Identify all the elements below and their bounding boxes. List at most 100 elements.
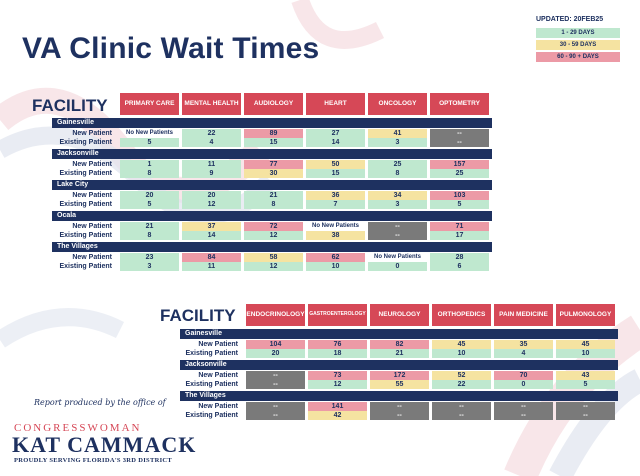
legend-item: 30 - 59 DAYS (536, 40, 620, 50)
wait-time-cell: -- (246, 371, 305, 380)
wait-time-cell: 141 (308, 402, 367, 411)
wait-time-cell: 14 (182, 231, 241, 240)
wait-time-cell: 5 (556, 380, 615, 389)
wait-time-cell: 11 (182, 262, 241, 271)
wait-time-cell: -- (494, 402, 553, 411)
facility-name-bar: Gainesville (180, 329, 618, 339)
wait-time-cell: 52 (432, 371, 491, 380)
column-header: GASTROENTEROLOGY (308, 304, 367, 326)
wait-time-cell: 77 (244, 160, 303, 169)
wait-time-cell: 20 (246, 349, 305, 358)
wait-time-cell: 82 (370, 340, 429, 349)
new-patient-label: New Patient (72, 192, 112, 199)
wait-time-cell: 70 (494, 371, 553, 380)
new-patient-label: New Patient (72, 254, 112, 261)
wait-time-cell: 8 (368, 169, 427, 178)
wait-time-cell: 9 (182, 169, 241, 178)
column-header: ORTHOPEDICS (432, 304, 491, 326)
wait-time-cell: 72 (244, 222, 303, 231)
wait-time-cell: 42 (308, 411, 367, 420)
wait-time-cell: 10 (432, 349, 491, 358)
wait-time-cell: 15 (244, 138, 303, 147)
wait-time-cell: -- (368, 231, 427, 240)
wait-time-cell: 55 (370, 380, 429, 389)
wait-time-cell: 157 (430, 160, 489, 169)
existing-patient-label: Existing Patient (185, 350, 238, 357)
existing-patient-label: Existing Patient (59, 139, 112, 146)
wait-time-cell: 3 (368, 138, 427, 147)
report-credit: Report produced by the office of (34, 398, 166, 407)
wait-time-cell: 103 (430, 191, 489, 200)
wait-time-cell: 8 (120, 169, 179, 178)
wait-time-cell: 18 (308, 349, 367, 358)
wait-time-cell: 7 (306, 200, 365, 209)
wait-time-cell: 25 (368, 160, 427, 169)
wait-time-cell: -- (370, 411, 429, 420)
wait-time-cell: 58 (244, 253, 303, 262)
page-title: VA Clinic Wait Times (22, 32, 320, 65)
wait-time-cell: 4 (182, 138, 241, 147)
legend-item: 1 - 29 DAYS (536, 28, 620, 38)
wait-time-cell: -- (246, 402, 305, 411)
new-patient-label: New Patient (198, 403, 238, 410)
wait-time-cell: 22 (432, 380, 491, 389)
wait-time-cell: 0 (368, 262, 427, 271)
wait-time-cell: 3 (120, 262, 179, 271)
column-header: ONCOLOGY (368, 93, 427, 115)
wait-time-cell: -- (246, 380, 305, 389)
wait-time-cell: 172 (370, 371, 429, 380)
wait-time-cell: 38 (306, 231, 365, 240)
facility-name-bar: The Villages (180, 391, 618, 401)
column-header: AUDIOLOGY (244, 93, 303, 115)
column-header: PULMONOLOGY (556, 304, 615, 326)
new-patient-label: New Patient (72, 130, 112, 137)
wait-time-cell: 21 (244, 191, 303, 200)
wait-time-cell: 73 (308, 371, 367, 380)
facility-name-bar: Jacksonville (52, 149, 492, 159)
wait-time-cell: 6 (430, 262, 489, 271)
wait-time-cell: 37 (182, 222, 241, 231)
wait-time-cell: 3 (368, 200, 427, 209)
facility-label: FACILITY (32, 96, 108, 115)
new-patient-label: New Patient (72, 161, 112, 168)
wait-time-cell: 21 (370, 349, 429, 358)
wait-time-cell: 34 (368, 191, 427, 200)
wait-time-cell: 27 (306, 129, 365, 138)
column-header: PRIMARY CARE (120, 93, 179, 115)
wait-time-cell: 12 (244, 262, 303, 271)
wait-time-cell: 12 (308, 380, 367, 389)
column-header: OPTOMETRY (430, 93, 489, 115)
updated-date: UPDATED: 20FEB25 (536, 16, 604, 23)
column-header: NEUROLOGY (370, 304, 429, 326)
wait-time-cell: -- (432, 402, 491, 411)
existing-patient-label: Existing Patient (185, 412, 238, 419)
district-tagline: PROUDLY SERVING FLORIDA'S 3RD DISTRICT (14, 457, 173, 464)
wait-time-cell: 15 (306, 169, 365, 178)
wait-time-cell: 5 (430, 200, 489, 209)
facility-name-bar: Gainesville (52, 118, 492, 128)
wait-time-cell: -- (370, 402, 429, 411)
wait-time-cell: -- (368, 222, 427, 231)
wait-time-cell: 14 (306, 138, 365, 147)
wait-time-cell: -- (430, 138, 489, 147)
existing-patient-label: Existing Patient (59, 232, 112, 239)
wait-time-cell: 20 (120, 191, 179, 200)
wait-time-cell: 45 (556, 340, 615, 349)
wait-time-cell: -- (494, 411, 553, 420)
wait-time-cell: -- (430, 129, 489, 138)
wait-time-cell: -- (432, 411, 491, 420)
wait-time-cell: 12 (182, 200, 241, 209)
existing-patient-label: Existing Patient (59, 201, 112, 208)
wait-time-cell: 8 (244, 200, 303, 209)
wait-time-cell: 41 (368, 129, 427, 138)
wait-time-cell: 8 (120, 231, 179, 240)
facility-name-bar: Lake City (52, 180, 492, 190)
wait-time-cell: No New Patients (125, 130, 173, 136)
column-header: PAIN MEDICINE (494, 304, 553, 326)
wait-time-cell: 104 (246, 340, 305, 349)
facility-name-bar: Jacksonville (180, 360, 618, 370)
wait-time-cell: 21 (120, 222, 179, 231)
wait-time-cell: 0 (494, 380, 553, 389)
wait-time-cell: 76 (308, 340, 367, 349)
column-header: MENTAL HEALTH (182, 93, 241, 115)
